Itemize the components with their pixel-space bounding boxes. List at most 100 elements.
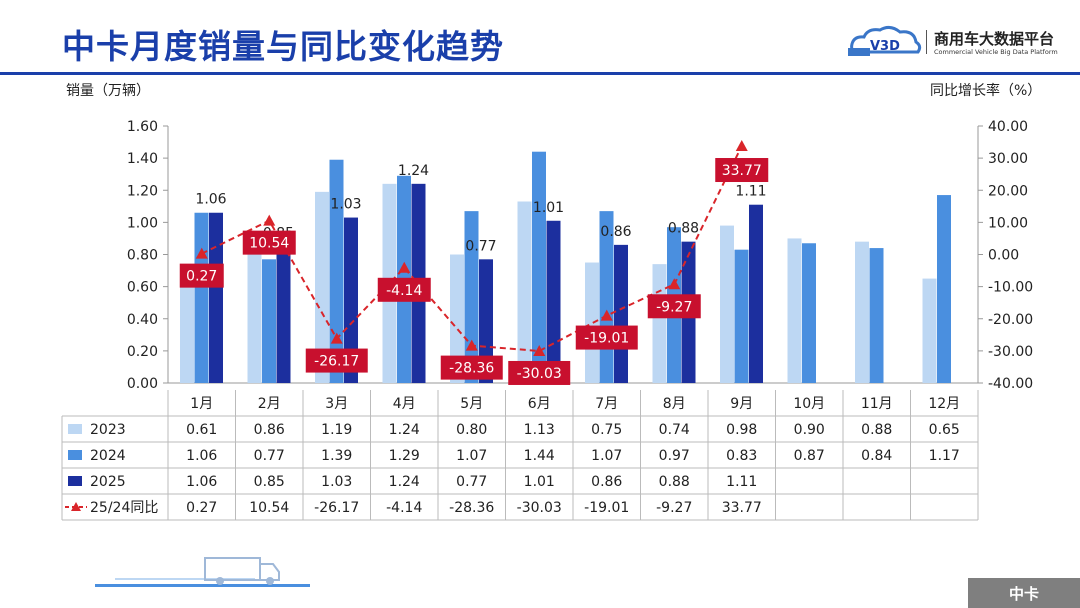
table-cell: 0.97 — [659, 448, 690, 464]
logo-mark-text: V3D — [870, 39, 900, 54]
right-tick-label: 20.00 — [988, 183, 1028, 199]
bar-2024 — [329, 159, 344, 383]
table-cell: 1.13 — [524, 422, 555, 438]
bar-2024 — [532, 151, 546, 383]
bar-2023 — [247, 244, 262, 383]
right-axis-title: 同比增长率（%） — [930, 83, 1042, 99]
table-cell: 0.80 — [456, 422, 487, 438]
bar-value-label: 1.06 — [195, 192, 226, 208]
right-tick-label: -10.00 — [988, 280, 1033, 296]
table-cell: 1.44 — [524, 448, 555, 464]
legend-label: 2025 — [90, 474, 126, 490]
table-cell: 0.86 — [254, 422, 285, 438]
table-cell: 0.90 — [794, 422, 825, 438]
left-axis-title: 销量（万辆） — [66, 83, 150, 99]
bar-2023 — [652, 264, 667, 383]
bar-value-label: 1.24 — [398, 163, 429, 179]
bar-value-label: 1.01 — [533, 200, 564, 216]
right-tick-label: -30.00 — [988, 344, 1033, 360]
table-cell: 1.17 — [929, 448, 960, 464]
x-category-label: 2月 — [258, 396, 281, 412]
table-cell: 1.01 — [524, 474, 555, 490]
table-cell: 0.61 — [186, 422, 217, 438]
bar-2025 — [276, 246, 291, 383]
table-cell: 33.77 — [722, 500, 762, 516]
category-tag: 中卡 — [968, 578, 1080, 608]
yoy-label-box — [242, 230, 296, 255]
table-cell: 0.88 — [659, 474, 690, 490]
table-cell: 1.07 — [456, 448, 487, 464]
table-cell: -28.36 — [449, 500, 494, 516]
bar-2023 — [855, 241, 869, 383]
left-tick-label: 0.00 — [127, 376, 158, 392]
left-tick-label: 1.60 — [127, 119, 158, 135]
table-cell: 1.24 — [389, 422, 420, 438]
left-tick-label: 1.20 — [127, 183, 158, 199]
legend-swatch-2023 — [68, 424, 82, 434]
yoy-value-label: 10.54 — [249, 236, 289, 252]
yoy-marker-icon — [195, 247, 208, 259]
x-category-label: 6月 — [528, 396, 551, 412]
table-cell: -9.27 — [656, 500, 692, 516]
bar-2024 — [262, 259, 276, 383]
table-cell: 1.07 — [591, 448, 622, 464]
yoy-marker-icon — [668, 278, 681, 290]
table-cell: 10.54 — [249, 500, 289, 516]
right-tick-label: 30.00 — [988, 151, 1028, 167]
table-cell: 1.06 — [186, 448, 217, 464]
bar-2023 — [922, 278, 937, 383]
left-tick-label: 0.40 — [127, 312, 158, 328]
bar-value-label: 1.11 — [735, 184, 766, 200]
left-tick-label: 0.60 — [127, 280, 158, 296]
yoy-label-box — [647, 294, 701, 319]
bar-value-label: 0.88 — [668, 221, 699, 237]
table-cell: 1.06 — [186, 474, 217, 490]
table-cell: 0.98 — [726, 422, 757, 438]
x-category-label: 8月 — [663, 396, 686, 412]
table-cell: -4.14 — [386, 500, 422, 516]
yoy-value-label: 0.27 — [186, 269, 217, 285]
table-cell: 1.24 — [389, 474, 420, 490]
x-category-label: 9月 — [730, 396, 753, 412]
table-cell: 1.19 — [321, 422, 352, 438]
yoy-label-box — [179, 263, 224, 288]
bar-2025 — [479, 259, 493, 383]
table-cell: 0.77 — [456, 474, 487, 490]
x-category-label: 5月 — [460, 396, 483, 412]
bar-2025 — [749, 204, 763, 383]
x-category-label: 11月 — [861, 396, 893, 412]
legend-swatch-2025 — [68, 476, 82, 486]
yoy-label-box — [508, 360, 571, 385]
bar-2024 — [869, 248, 884, 383]
yoy-label-box — [377, 277, 431, 302]
yoy-label-box — [575, 325, 638, 350]
yoy-value-label: -19.01 — [584, 331, 629, 347]
yoy-marker-icon — [600, 309, 613, 321]
bar-2025 — [614, 244, 628, 383]
logo-name: 商用车大数据平台 — [934, 30, 1055, 48]
bar-2025 — [209, 212, 223, 383]
yoy-value-label: -9.27 — [656, 299, 692, 315]
yoy-marker-icon — [330, 332, 343, 344]
bar-value-label: 0.77 — [465, 238, 496, 254]
yoy-value-label: -30.03 — [517, 366, 562, 382]
table-cell: 0.75 — [591, 422, 622, 438]
x-category-label: 3月 — [325, 396, 348, 412]
page-title: 中卡月度销量与同比变化趋势 — [62, 27, 504, 66]
table-cell: 0.74 — [659, 422, 690, 438]
legend-label: 2024 — [90, 448, 126, 464]
yoy-value-label: -26.17 — [314, 354, 359, 370]
table-cell: 0.87 — [794, 448, 825, 464]
x-category-label: 10月 — [793, 396, 825, 412]
table-cell: -26.17 — [314, 500, 359, 516]
yoy-label-box — [715, 158, 769, 183]
right-tick-label: -40.00 — [988, 376, 1033, 392]
platform-logo: V3D 商用车大数据平台 Commercial Vehicle Big Data… — [848, 22, 1073, 62]
title-underline — [0, 72, 1080, 75]
bar-2024 — [937, 195, 951, 383]
x-category-label: 1月 — [190, 396, 213, 412]
yoy-label-box — [305, 348, 368, 373]
bar-2023 — [315, 191, 329, 383]
legend-marker-icon — [71, 502, 81, 511]
